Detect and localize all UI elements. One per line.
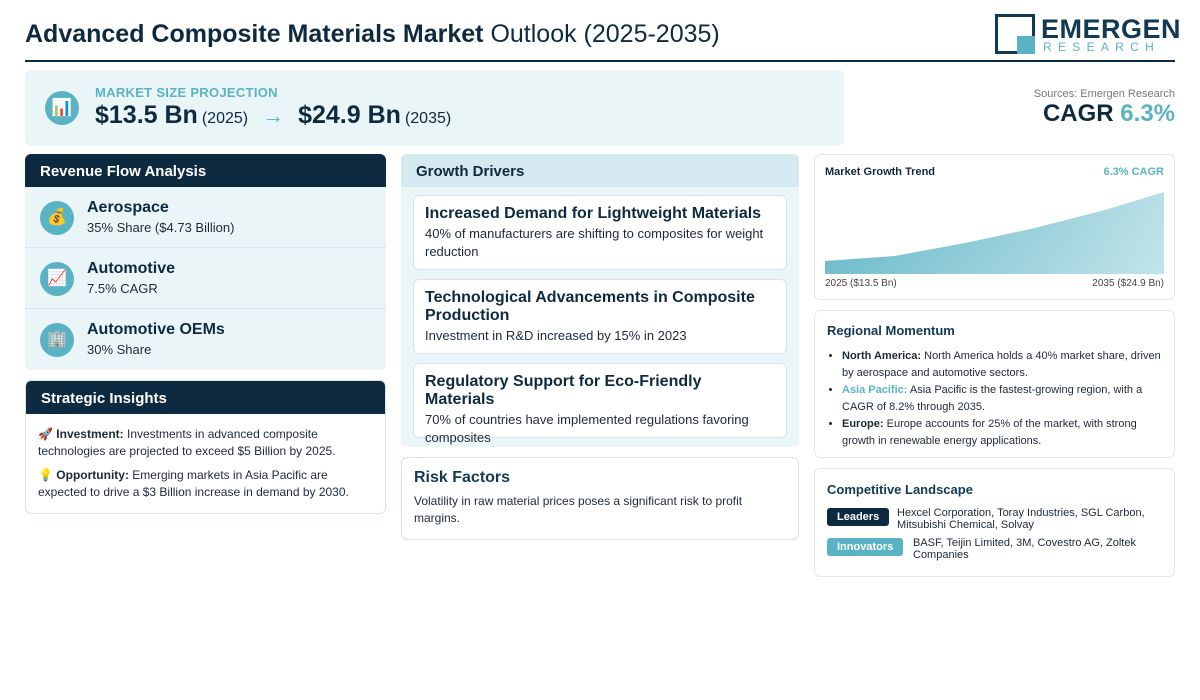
- lightbulb-icon: 💡: [38, 468, 53, 482]
- strategic-insights-panel: Strategic Insights 🚀 Investment: Investm…: [25, 380, 386, 514]
- driver-desc: 40% of manufacturers are shifting to com…: [425, 226, 764, 259]
- building-icon: 🏢: [40, 323, 74, 357]
- insight-text: Investments in advanced composite techno…: [38, 427, 336, 458]
- region-text: Asia Pacific is the fastest-growing regi…: [842, 384, 1143, 413]
- innovators-list: BASF, Teijin Limited, 3M, Covestro AG, Z…: [913, 537, 1136, 561]
- trend-area-shade: [825, 192, 1164, 274]
- region-text: Europe accounts for 25% of the market, w…: [842, 418, 1137, 447]
- arrow-right-icon: →: [262, 103, 285, 128]
- leaders-list: Hexcel Corporation, Toray Industries, SG…: [897, 507, 1145, 531]
- logo-wordmark: EMERGEN: [1041, 14, 1182, 44]
- region-asia-pacific: Asia Pacific: Asia Pacific is the fastes…: [842, 382, 1162, 416]
- end-value: $24.9 Bn: [298, 101, 401, 129]
- driver-title: Regulatory Support for Eco-Friendly Mate…: [425, 373, 702, 408]
- insight-text: Emerging markets in Asia Pacific are exp…: [38, 468, 349, 499]
- market-size-projection: 📊 MARKET SIZE PROJECTION $13.5 Bn (2025) →…: [25, 70, 844, 146]
- revenue-flow-panel: Revenue Flow Analysis 💰 Aerospace 35% Sh…: [25, 154, 386, 370]
- risk-factors-title: Risk Factors: [414, 469, 511, 486]
- region-europe: Europe: Europe accounts for 25% of the m…: [842, 416, 1162, 450]
- revenue-item-name: Automotive: [87, 260, 175, 277]
- end-year: (2035): [404, 110, 452, 127]
- trend-chart-icon: 📈: [40, 262, 74, 296]
- projection-values: $13.5 Bn (2025) → $24.9 Bn (2035): [95, 101, 451, 130]
- revenue-item-name: Aerospace: [87, 199, 169, 216]
- revenue-item-detail: 35% Share ($4.73 Billion): [87, 220, 235, 235]
- page-title: Advanced Composite Materials Market Outl…: [25, 20, 720, 49]
- projection-label: MARKET SIZE PROJECTION: [95, 85, 278, 100]
- region-north-america: North America: North America holds a 40%…: [842, 348, 1162, 382]
- driver-desc: 70% of countries have implemented regula…: [425, 412, 749, 445]
- cagr-label: CAGR: [1042, 100, 1114, 127]
- competitive-landscape-title: Competitive Landscape: [827, 482, 973, 497]
- driver-desc: Investment in R&D increased by 15% in 20…: [425, 328, 687, 343]
- region-name: Asia Pacific:: [842, 384, 908, 396]
- market-growth-trend-panel: Market Growth Trend 6.3% CAGR 2025 ($13.…: [814, 154, 1175, 300]
- page-header: Advanced Composite Materials Market Outl…: [25, 12, 1181, 62]
- revenue-item-detail: 30% Share: [87, 342, 152, 357]
- region-text: North America holds a 40% market share, …: [842, 350, 1161, 379]
- revenue-flow-title: Revenue Flow Analysis: [25, 154, 386, 187]
- logo-subtitle: RESEARCH: [1043, 40, 1161, 54]
- innovators-row: Innovators BASF, Teijin Limited, 3M, Cov…: [827, 537, 1162, 561]
- region-name: Europe:: [842, 418, 884, 430]
- competitive-landscape-panel: Competitive Landscape Leaders Hexcel Cor…: [814, 468, 1175, 577]
- cagr-headline: CAGR 6.3%: [1043, 100, 1175, 128]
- innovators-badge: Innovators: [827, 538, 904, 556]
- trend-area-chart: [825, 192, 1164, 274]
- insight-label: Investment:: [56, 427, 124, 441]
- page-title-light: Outlook (2025-2035): [490, 20, 720, 48]
- strategic-insights-title: Strategic Insights: [26, 381, 385, 414]
- driver-title: Technological Advancements in Composite …: [425, 289, 755, 324]
- emergen-logo: EMERGEN RESEARCH: [995, 14, 1181, 56]
- start-value: $13.5 Bn: [95, 101, 198, 129]
- growth-drivers-panel: Growth Drivers Increased Demand for Ligh…: [401, 154, 799, 447]
- sources-note: Sources: Emergen Research: [1033, 88, 1175, 100]
- driver-card: Increased Demand for Lightweight Materia…: [413, 195, 787, 270]
- insight-label: Opportunity:: [56, 468, 129, 482]
- money-bag-icon: 💰: [40, 201, 74, 235]
- regional-momentum-title: Regional Momentum: [827, 323, 955, 338]
- bar-chart-icon: 📊: [45, 91, 79, 125]
- revenue-item-name: Automotive OEMs: [87, 321, 225, 338]
- driver-title: Increased Demand for Lightweight Materia…: [425, 205, 762, 222]
- insight-opportunity: 💡 Opportunity: Emerging markets in Asia …: [38, 467, 373, 501]
- regional-list: North America: North America holds a 40%…: [827, 348, 1162, 450]
- revenue-item-automotive-oems: 🏢 Automotive OEMs 30% Share: [25, 309, 386, 370]
- page-title-bold: Advanced Composite Materials Market: [25, 20, 484, 48]
- risk-factors-desc: Volatility in raw material prices poses …: [414, 494, 743, 525]
- cagr-value: 6.3%: [1120, 100, 1175, 127]
- leaders-badge: Leaders: [827, 508, 890, 526]
- trend-end-label: 2035 ($24.9 Bn): [1092, 278, 1164, 289]
- revenue-item-aerospace: 💰 Aerospace 35% Share ($4.73 Billion): [25, 187, 386, 248]
- start-year: (2025): [201, 110, 249, 127]
- trend-cagr: 6.3% CAGR: [1103, 166, 1164, 178]
- revenue-item-automotive: 📈 Automotive 7.5% CAGR: [25, 248, 386, 309]
- region-name: North America:: [842, 350, 922, 362]
- growth-drivers-title: Growth Drivers: [401, 154, 799, 187]
- regional-momentum-panel: Regional Momentum North America: North A…: [814, 310, 1175, 458]
- risk-factors-panel: Risk Factors Volatility in raw material …: [401, 457, 799, 540]
- trend-title: Market Growth Trend: [825, 166, 936, 178]
- logo-mark-icon: [995, 14, 1035, 54]
- insight-investment: 🚀 Investment: Investments in advanced co…: [38, 426, 373, 460]
- rocket-icon: 🚀: [38, 427, 53, 441]
- trend-start-label: 2025 ($13.5 Bn): [825, 278, 897, 289]
- leaders-row: Leaders Hexcel Corporation, Toray Indust…: [827, 507, 1162, 531]
- driver-card: Technological Advancements in Composite …: [413, 279, 787, 354]
- revenue-item-detail: 7.5% CAGR: [87, 281, 158, 296]
- driver-card: Regulatory Support for Eco-Friendly Mate…: [413, 363, 787, 445]
